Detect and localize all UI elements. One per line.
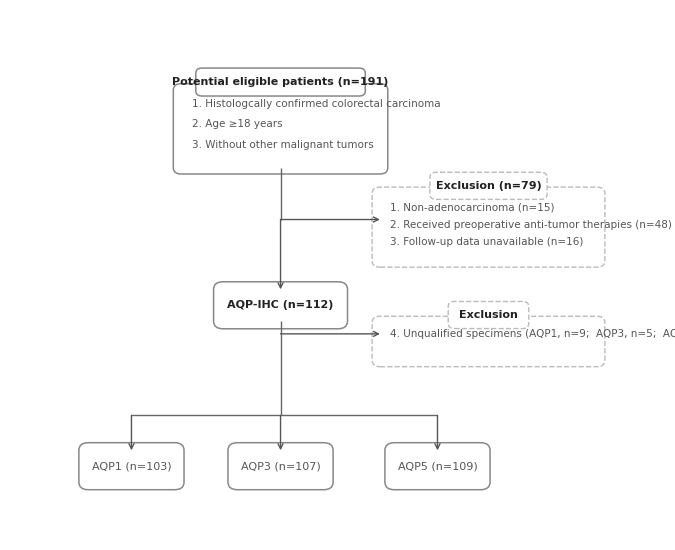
Text: 1. Non-adenocarcinoma (n=15): 1. Non-adenocarcinoma (n=15) bbox=[390, 202, 555, 212]
Text: AQP1 (n=103): AQP1 (n=103) bbox=[92, 461, 171, 471]
Text: 3. Follow-up data unavailable (n=16): 3. Follow-up data unavailable (n=16) bbox=[390, 237, 584, 248]
FancyBboxPatch shape bbox=[228, 443, 333, 490]
Text: 3. Without other malignant tumors: 3. Without other malignant tumors bbox=[192, 140, 373, 150]
FancyBboxPatch shape bbox=[385, 443, 490, 490]
Text: AQP-IHC (n=112): AQP-IHC (n=112) bbox=[227, 300, 333, 310]
FancyBboxPatch shape bbox=[79, 443, 184, 490]
Text: 2. Received preoperative anti-tumor therapies (n=48): 2. Received preoperative anti-tumor ther… bbox=[390, 219, 672, 230]
FancyBboxPatch shape bbox=[448, 301, 529, 328]
Text: AQP5 (n=109): AQP5 (n=109) bbox=[398, 461, 477, 471]
Text: 1. Histologcally confirmed colorectal carcinoma: 1. Histologcally confirmed colorectal ca… bbox=[192, 98, 440, 109]
Text: 4. Unqualified specimens (AQP1, n=9;  AQP3, n=5;  AQP5, n=3): 4. Unqualified specimens (AQP1, n=9; AQP… bbox=[390, 329, 675, 339]
FancyBboxPatch shape bbox=[430, 172, 547, 200]
Text: 2. Age ≥18 years: 2. Age ≥18 years bbox=[192, 119, 282, 129]
Text: AQP3 (n=107): AQP3 (n=107) bbox=[241, 461, 321, 471]
Text: Potential eligible patients (n=191): Potential eligible patients (n=191) bbox=[172, 77, 389, 87]
FancyBboxPatch shape bbox=[213, 282, 348, 329]
FancyBboxPatch shape bbox=[372, 316, 605, 367]
FancyBboxPatch shape bbox=[372, 187, 605, 267]
FancyBboxPatch shape bbox=[173, 84, 387, 174]
Text: Exclusion: Exclusion bbox=[459, 310, 518, 320]
Text: Exclusion (n=79): Exclusion (n=79) bbox=[435, 181, 541, 191]
FancyBboxPatch shape bbox=[196, 68, 365, 96]
